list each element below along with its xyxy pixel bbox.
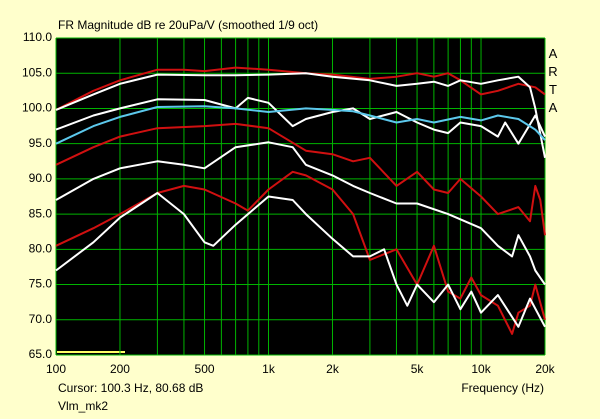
brand: ARTA: [546, 46, 561, 118]
x-tick-label: 2k: [326, 362, 340, 376]
fr-curve: [55, 72, 546, 158]
y-tick-label: 80.0: [29, 242, 53, 256]
x-tick-label: 10k: [471, 362, 491, 376]
x-tick-label: 1k: [262, 362, 276, 376]
y-tick-label: 75.0: [29, 277, 53, 291]
y-tick-label: 90.0: [29, 171, 53, 185]
y-tick-label: 100.0: [22, 101, 52, 115]
y-tick-label: 65.0: [29, 347, 53, 361]
x-tick-label: 5k: [411, 362, 425, 376]
y-tick-label: 95.0: [29, 136, 53, 150]
plot-area: [56, 38, 545, 355]
fr-curve: [55, 141, 546, 286]
chart-title: FR Magnitude dB re 20uPa/V (smoothed 1/9…: [58, 18, 318, 32]
y-tick-label: 105.0: [22, 65, 52, 79]
y-tick-label: 85.0: [29, 206, 53, 220]
fr-curve: [55, 66, 546, 111]
cursor-readout: Cursor: 100.3 Hz, 80.68 dB: [58, 381, 203, 395]
fr-curve: [55, 122, 546, 236]
x-tick-label: 200: [110, 362, 130, 376]
x-tick-label: 20k: [535, 362, 555, 376]
fr-curve: [55, 170, 546, 335]
x-tick-label: 500: [195, 362, 215, 376]
x-tick-label: 100: [46, 362, 66, 376]
trace-name: Vlm_mk2: [58, 399, 108, 413]
y-tick-label: 110.0: [23, 30, 52, 44]
fr-curve: [55, 105, 546, 145]
y-tick-label: 70.0: [29, 312, 53, 326]
x-axis-label: Frequency (Hz): [461, 381, 544, 395]
fr-curve: [55, 192, 546, 328]
